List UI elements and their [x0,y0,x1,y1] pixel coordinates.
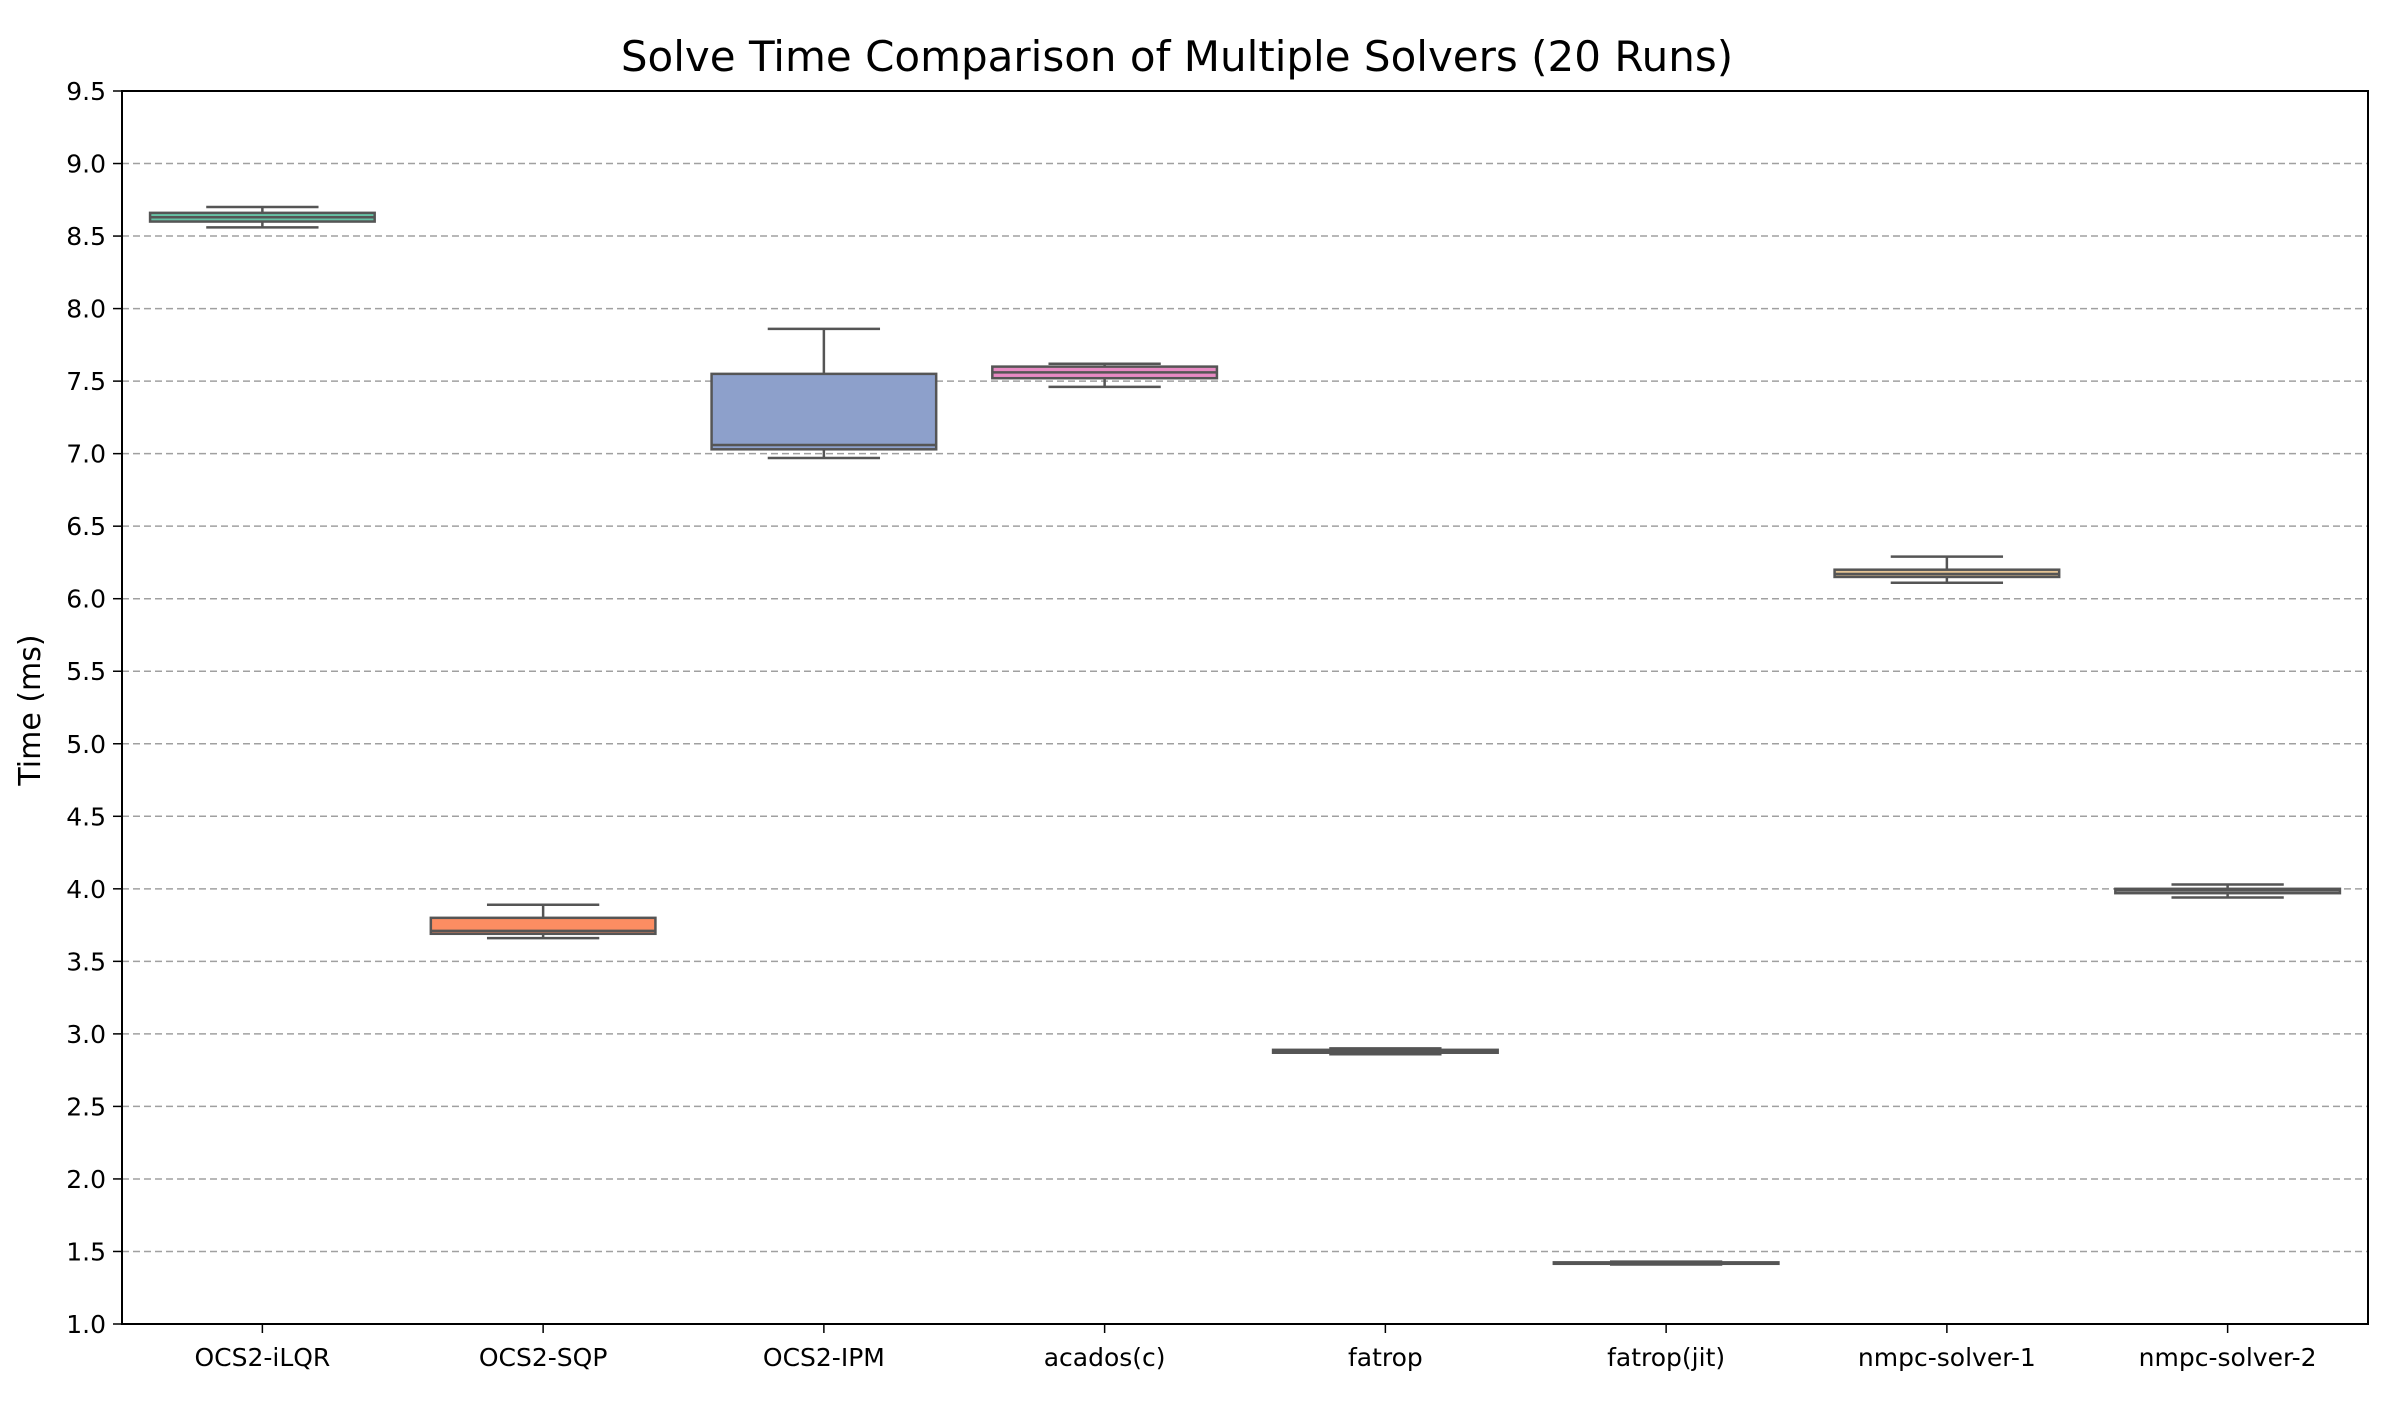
plot-frame [121,90,2369,1325]
y-tick-label: 9.0 [66,150,106,179]
box-acados(c) [991,362,1219,389]
box-nmpc-solver-2 [2114,883,2342,899]
y-axis-label: Time (ms) [13,634,48,786]
y-tick-label: 2.5 [66,1092,106,1121]
x-tick-label: fatrop(jit) [1607,1343,1725,1372]
y-tick-label: 9.5 [66,77,106,106]
box-OCS2-iLQR [148,205,376,229]
x-tick-label: OCS2-iLQR [194,1343,330,1372]
x-axis-ticks: OCS2-iLQR OCS2-SQP OCS2-IPM acados(c) fatrop… [194,1324,2317,1372]
y-tick-label: 5.0 [66,730,106,759]
x-tick-label: OCS2-IPM [763,1343,885,1372]
y-tick-label: 6.5 [66,512,106,541]
y-tick-label: 2.0 [66,1165,106,1194]
y-tick-label: 6.0 [66,585,106,614]
y-tick-label: 4.5 [66,802,106,831]
y-tick-label: 3.5 [66,947,106,976]
x-tick-label: acados(c) [1044,1343,1166,1372]
x-tick-label: fatrop [1348,1343,1423,1372]
box-OCS2-IPM [710,327,938,460]
y-tick-label: 7.0 [66,440,106,469]
y-tick-label: 3.0 [66,1020,106,1049]
chart-title: Solve Time Comparison of Multiple Solver… [621,32,1733,81]
y-tick-label: 1.0 [66,1310,106,1339]
y-tick-label: 8.5 [66,222,106,251]
x-tick-label: OCS2-SQP [479,1343,608,1372]
y-tick-label: 4.0 [66,875,106,904]
box-fatrop(jit) [1552,1260,1780,1266]
x-tick-label: nmpc-solver-2 [2139,1343,2317,1372]
box-series [148,205,2342,1266]
y-tick-label: 1.5 [66,1237,106,1266]
y-tick-label: 7.5 [66,367,106,396]
box-nmpc-solver-1 [1833,555,2061,584]
y-tick-label: 5.5 [66,657,106,686]
x-tick-label: nmpc-solver-1 [1858,1343,2036,1372]
y-axis-ticks: 1.0 1.5 2.0 2.5 3.0 3.5 4.0 4.5 5.0 5.5 6.0 6.5 7.0 7… [66,77,122,1339]
box-OCS2-SQP [429,903,657,940]
box-body [710,372,938,451]
grid-lines [122,162,2368,1253]
box-fatrop [1271,1047,1499,1056]
y-tick-label: 8.0 [66,295,106,324]
